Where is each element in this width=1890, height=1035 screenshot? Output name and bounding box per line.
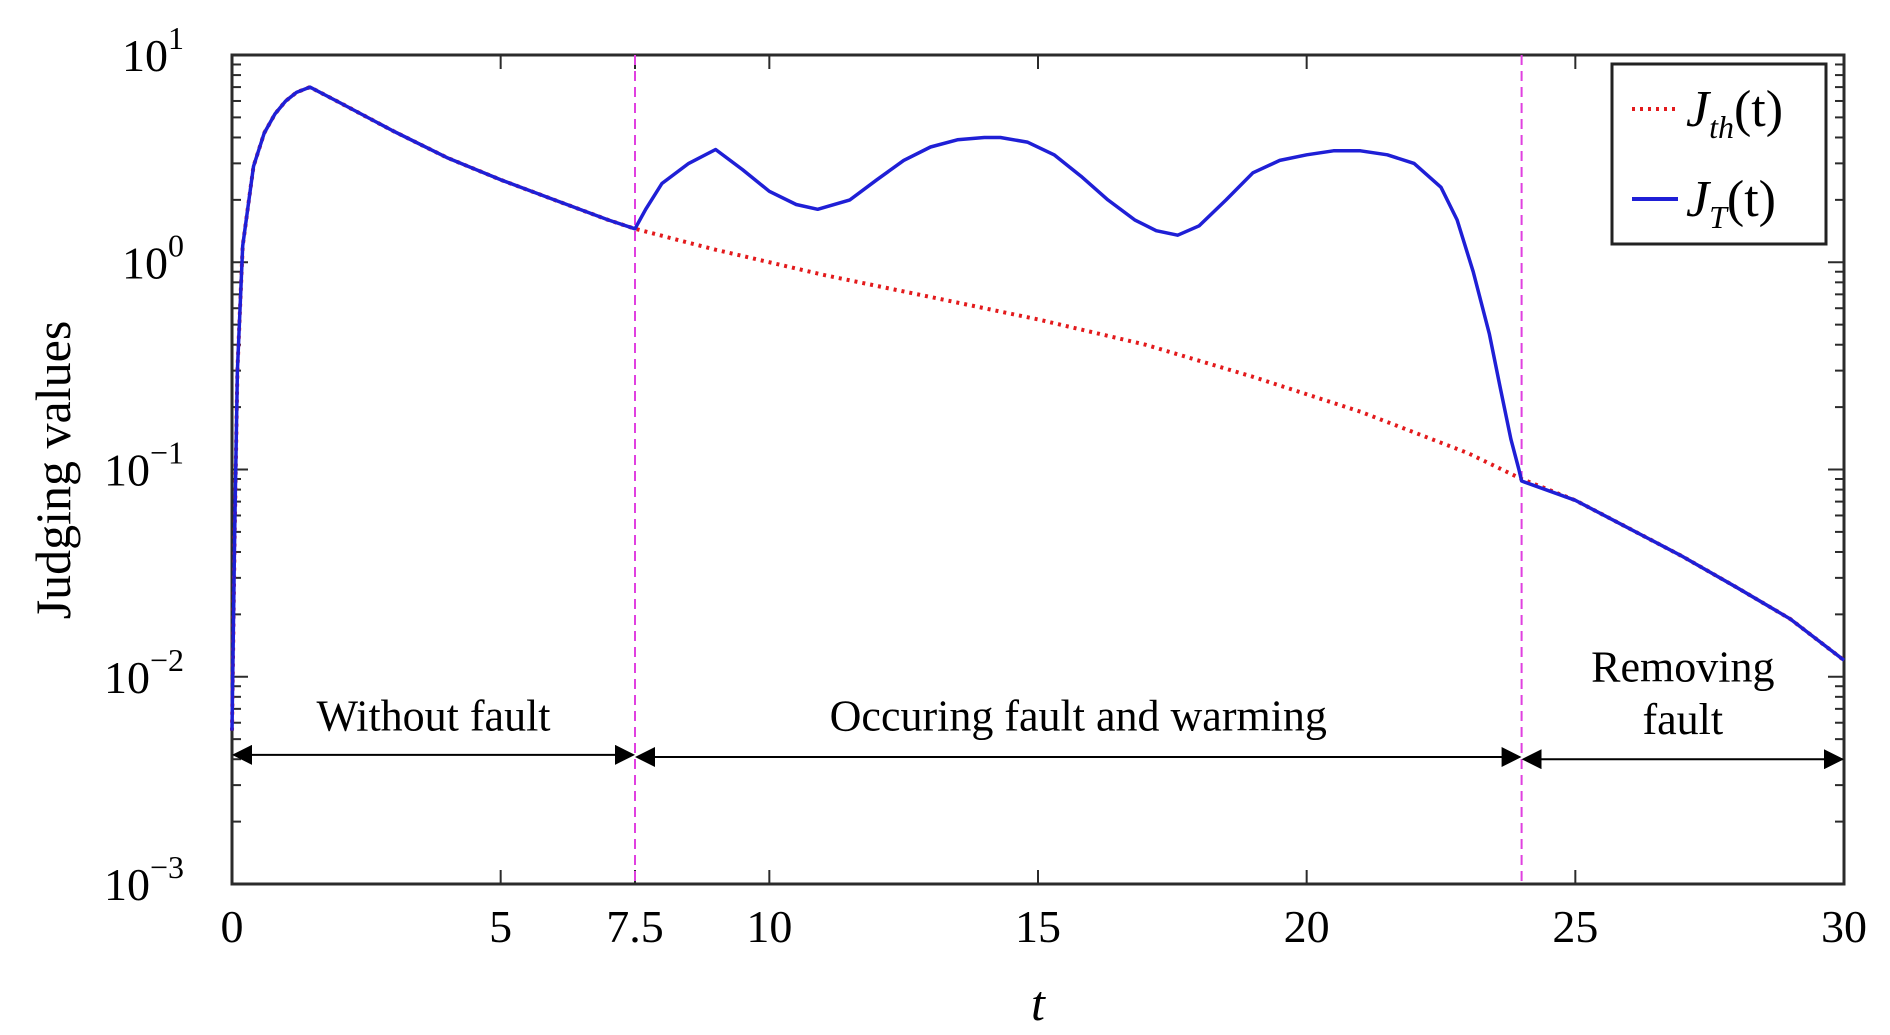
legend: Jth(t) JT(t) <box>1610 62 1828 246</box>
x-tick-label: 7.5 <box>606 901 664 952</box>
annotation-1: Occuring fault and warming <box>830 692 1327 741</box>
x-tick-label: 15 <box>1015 901 1061 952</box>
series-line-1 <box>230 85 1846 731</box>
x-tick-label: 30 <box>1821 901 1867 952</box>
annotation-3: fault <box>1642 695 1723 744</box>
y-tick-label: 101 <box>122 20 184 81</box>
y-tick-labels: 10−3 10−2 10−1 100 101 <box>104 20 184 910</box>
x-tick-label: 25 <box>1552 901 1598 952</box>
legend-label-jth: Jth(t) <box>1686 81 1783 145</box>
series-line-0 <box>230 85 1846 731</box>
x-axis-label: t <box>1031 975 1046 1031</box>
y-tick-label: 10−3 <box>104 849 184 910</box>
annotation-0: Without fault <box>316 692 550 741</box>
y-tick-label: 10−1 <box>104 435 184 496</box>
y-tick-label: 10−2 <box>104 642 184 703</box>
x-tick-label: 0 <box>221 901 244 952</box>
interval-annotations: Without fault Occuring fault and warming R… <box>316 642 1774 744</box>
x-tick-labels: 0 5 7.5 10 15 20 25 30 <box>221 901 1868 952</box>
x-tick-label: 20 <box>1284 901 1330 952</box>
x-tick-label: 10 <box>746 901 792 952</box>
legend-box <box>1610 62 1828 246</box>
data-series <box>230 85 1846 731</box>
reference-lines <box>634 55 1523 884</box>
x-tick-label: 5 <box>489 901 512 952</box>
legend-label-jt: JT(t) <box>1686 171 1776 235</box>
interval-arrows <box>232 744 1844 770</box>
y-axis-label: Judging values <box>25 321 81 620</box>
annotation-2: Removing <box>1591 642 1774 691</box>
y-tick-label: 100 <box>122 227 184 288</box>
